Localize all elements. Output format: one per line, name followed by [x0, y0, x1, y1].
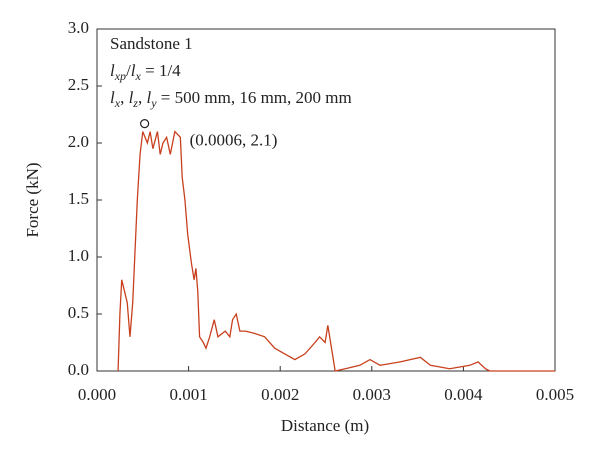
y-axis-label: Force (kN) [23, 162, 42, 237]
y-tick-label: 3.0 [68, 18, 89, 37]
annotation: Sandstone 1 [110, 34, 193, 53]
y-tick-label: 2.0 [68, 132, 89, 151]
annotation: lx, lz, ly = 500 mm, 16 mm, 200 mm [110, 88, 352, 110]
x-tick-label: 0.000 [78, 385, 116, 404]
x-axis-label: Distance (m) [281, 416, 369, 435]
x-tick-label: 0.002 [261, 385, 299, 404]
peak-label: (0.0006, 2.1) [190, 131, 278, 150]
y-tick-label: 1.0 [68, 246, 89, 265]
peak-marker [140, 119, 150, 129]
y-tick-label: 2.5 [68, 75, 89, 94]
y-tick-label: 0.5 [68, 303, 89, 322]
annotation: lxp/lx = 1/4 [110, 61, 181, 83]
x-tick-label: 0.004 [444, 385, 483, 404]
x-tick-label: 0.001 [169, 385, 207, 404]
y-tick-label: 1.5 [68, 189, 89, 208]
x-tick-label: 0.003 [353, 385, 391, 404]
data-line [117, 130, 555, 372]
y-tick-label: 0.0 [68, 360, 89, 379]
x-tick-label: 0.005 [536, 385, 574, 404]
plot-frame [96, 28, 556, 372]
